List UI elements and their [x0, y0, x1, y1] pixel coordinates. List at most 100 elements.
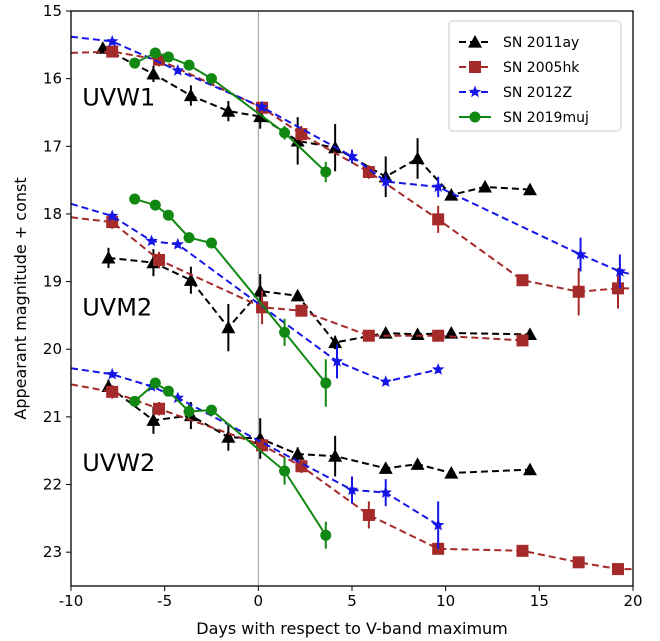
data-point — [206, 237, 217, 249]
data-point — [320, 529, 332, 541]
data-point — [129, 395, 141, 407]
data-point — [290, 133, 305, 147]
y-axis-title: Appearant magnitude + const — [11, 177, 30, 419]
data-point — [328, 449, 343, 462]
x-tick-label: 20 — [623, 592, 642, 610]
data-point — [432, 213, 445, 226]
legend: SN 2011ay SN 2005hk SN 2012Z SN 2019muj — [448, 20, 622, 132]
data-point — [129, 57, 141, 69]
data-point — [206, 73, 217, 85]
data-point — [431, 180, 445, 193]
axis-ticks: -10 -5 0 5 10 15 20 15 16 17 18 19 20 21 22 23 — [43, 2, 643, 610]
data-point — [221, 430, 236, 443]
legend-marker — [469, 61, 481, 73]
data-point — [295, 304, 308, 317]
data-point — [516, 334, 529, 347]
data-point — [171, 391, 184, 404]
y-tick-label: 22 — [43, 476, 62, 494]
data-point — [328, 335, 343, 349]
data-point — [613, 264, 627, 277]
data-point — [362, 166, 375, 178]
data-point — [146, 66, 161, 80]
legend-label: SN 2012Z — [503, 85, 572, 101]
legend-marker — [468, 35, 482, 48]
data-point — [149, 199, 161, 211]
data-point — [153, 402, 166, 415]
panel-labels: UVW1 UVM2 UVW2 — [82, 84, 155, 477]
x-tick-label: 10 — [436, 592, 455, 610]
data-point — [106, 367, 119, 380]
data-point — [171, 64, 184, 76]
series-line — [70, 35, 634, 276]
series-line — [70, 216, 523, 342]
data-point — [183, 59, 195, 71]
data-point — [106, 34, 119, 47]
x-tick-label: -10 — [59, 592, 84, 610]
data-point — [379, 486, 392, 498]
series-sn-2012z — [70, 34, 634, 549]
data-point — [162, 51, 174, 63]
data-point — [572, 285, 585, 298]
series-layer — [70, 34, 634, 576]
data-point — [162, 385, 174, 397]
data-point — [149, 377, 161, 389]
x-tick-label: -5 — [157, 592, 172, 610]
data-point — [153, 253, 166, 266]
panel-label: UVW2 — [82, 449, 155, 477]
data-point — [574, 248, 587, 260]
data-point — [106, 385, 119, 398]
legend-label: SN 2011ay — [503, 35, 579, 51]
data-point — [253, 284, 268, 297]
data-point — [572, 556, 585, 569]
data-point — [290, 288, 305, 302]
y-tick-label: 20 — [43, 340, 62, 358]
data-point — [612, 282, 625, 295]
data-point — [345, 483, 359, 496]
legend-label: SN 2005hk — [503, 60, 580, 76]
data-point — [279, 326, 291, 338]
data-point — [183, 405, 195, 417]
data-point — [516, 544, 529, 557]
y-tick-label: 17 — [43, 137, 62, 155]
data-point — [431, 363, 445, 375]
data-point — [320, 377, 332, 389]
data-point — [145, 234, 158, 247]
y-tick-label: 21 — [43, 408, 62, 426]
data-point — [255, 100, 269, 113]
data-point — [183, 232, 195, 244]
data-point — [221, 104, 236, 117]
data-point — [149, 47, 161, 59]
data-point — [106, 209, 119, 222]
data-point — [330, 354, 344, 367]
data-point — [279, 127, 291, 139]
legend-marker — [469, 111, 481, 123]
legend-marker — [468, 85, 482, 98]
y-tick-label: 18 — [43, 205, 62, 223]
x-tick-label: 15 — [530, 592, 549, 610]
x-tick-label: 0 — [254, 592, 264, 610]
data-point — [183, 88, 198, 102]
data-point — [106, 45, 119, 58]
data-point — [522, 462, 537, 476]
data-point — [378, 326, 393, 339]
data-point — [410, 457, 425, 470]
panel-label: UVW1 — [82, 84, 155, 112]
series-sn-2019muj — [129, 47, 332, 549]
data-point — [295, 460, 308, 473]
data-point — [478, 179, 493, 193]
data-point — [444, 326, 459, 339]
data-point — [279, 465, 291, 477]
data-point — [171, 237, 184, 250]
y-tick-label: 23 — [43, 543, 62, 561]
series-line — [107, 385, 531, 475]
data-point — [290, 447, 305, 460]
data-point — [320, 166, 332, 178]
data-point — [221, 320, 236, 334]
data-point — [183, 273, 198, 286]
series-line — [108, 256, 531, 344]
series-line — [102, 47, 531, 197]
x-tick-label: 5 — [347, 592, 357, 610]
y-tick-label: 19 — [43, 273, 62, 291]
x-axis-title: Days with respect to V-band maximum — [196, 619, 508, 638]
